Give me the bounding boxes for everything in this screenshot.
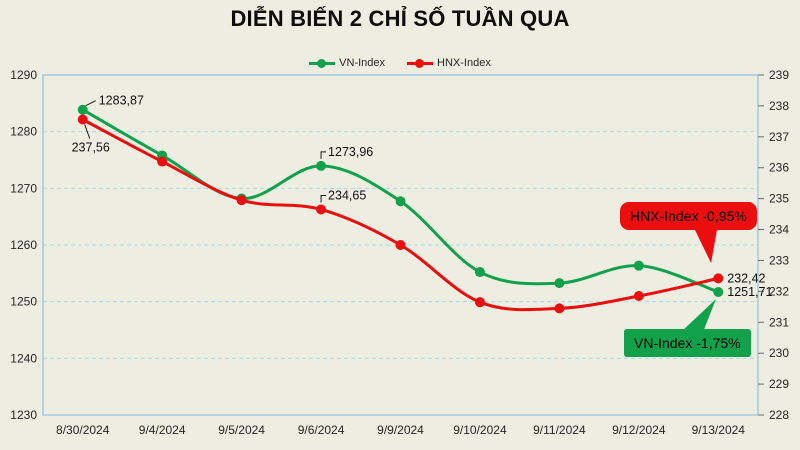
- x-axis-date-label: 9/9/2024: [377, 423, 424, 437]
- legend-item-hnx-index: HNX-Index: [407, 57, 491, 69]
- left-axis-tick-label: 1280: [10, 125, 37, 139]
- data-label: 1283,87: [99, 94, 144, 108]
- hnx-index-data-point: [77, 114, 88, 125]
- vn-index-data-point: [395, 196, 406, 207]
- hnx-index-data-point: [316, 204, 327, 215]
- x-axis-date-label: 9/12/2024: [612, 423, 666, 437]
- vn-change-callout: VN-Index -1,75%: [624, 329, 751, 357]
- left-axis-tick-label: 1240: [10, 351, 37, 365]
- data-label: 1251,71: [727, 285, 772, 299]
- x-axis-date-label: 9/13/2024: [692, 423, 746, 437]
- right-axis-tick-label: 230: [769, 346, 789, 360]
- right-axis-tick-label: 237: [769, 130, 789, 144]
- hnx-index-data-point: [474, 297, 485, 308]
- vn-index-data-point: [554, 278, 565, 289]
- data-label: 1273,96: [328, 145, 373, 159]
- right-axis-tick-label: 239: [769, 68, 789, 82]
- vn-index-data-point: [474, 267, 485, 278]
- annotation-leader-line: [320, 194, 327, 203]
- right-axis-tick-label: 232: [769, 284, 789, 298]
- legend-label-hnx-index: HNX-Index: [437, 57, 491, 69]
- left-axis-tick-label: 1290: [10, 68, 37, 82]
- vn-index-data-point: [633, 260, 644, 271]
- data-label: 234,65: [328, 188, 366, 202]
- hnx-index-line-marker-icon: [407, 58, 434, 68]
- right-axis-tick-label: 238: [769, 99, 789, 113]
- vn-callout-tail: [681, 299, 716, 332]
- left-axis-tick-label: 1260: [10, 238, 37, 252]
- right-axis-tick-label: 235: [769, 192, 789, 206]
- left-axis-tick-label: 1250: [10, 295, 37, 309]
- hnx-index-data-point: [633, 291, 644, 301]
- x-axis-date-label: 9/11/2024: [533, 423, 586, 437]
- hnx-index-data-point: [713, 273, 724, 284]
- x-axis-date-label: 9/5/2024: [218, 423, 265, 437]
- vn-index-data-point: [316, 160, 327, 171]
- legend: VN-Index HNX-Index: [0, 57, 800, 69]
- annotation-leader-line: [84, 124, 91, 139]
- x-axis-date-label: 9/10/2024: [453, 423, 507, 437]
- plot-border: [42, 74, 759, 416]
- vn-index-data-point: [77, 104, 88, 115]
- annotation-leader-line: [85, 100, 96, 107]
- annotation-leader-line: [320, 151, 327, 159]
- hnx-index-data-point: [554, 303, 565, 314]
- data-label: 237,56: [72, 141, 110, 155]
- legend-label-vn-index: VN-Index: [339, 57, 386, 69]
- right-axis-tick-label: 233: [769, 253, 789, 267]
- hnx-change-callout: HNX-Index -0,95%: [620, 202, 757, 230]
- right-axis-tick-label: 229: [769, 377, 789, 391]
- left-axis-tick-label: 1270: [10, 181, 37, 195]
- right-axis-tick-label: 236: [769, 161, 789, 175]
- left-axis-tick-label: 1230: [10, 408, 37, 422]
- right-axis-tick-label: 234: [769, 223, 789, 237]
- hnx-index-data-point: [236, 195, 247, 206]
- hnx-index-data-point: [395, 240, 406, 250]
- vn-index-data-point: [713, 286, 724, 297]
- data-label: 232,42: [727, 271, 765, 285]
- hnx-callout-tail: [695, 230, 717, 263]
- right-axis-tick-label: 228: [769, 408, 789, 422]
- x-axis-date-label: 9/4/2024: [139, 423, 186, 437]
- x-axis-date-label: 9/6/2024: [298, 423, 345, 437]
- hnx-index-data-point: [157, 156, 168, 167]
- right-axis-tick-label: 231: [769, 315, 789, 329]
- chart-title: DIỄN BIẾN 2 CHỈ SỐ TUẦN QUA: [230, 6, 570, 31]
- legend-item-vn-index: VN-Index: [309, 57, 385, 69]
- x-axis-date-label: 8/30/2024: [56, 423, 110, 437]
- vn-index-line-marker-icon: [309, 58, 336, 68]
